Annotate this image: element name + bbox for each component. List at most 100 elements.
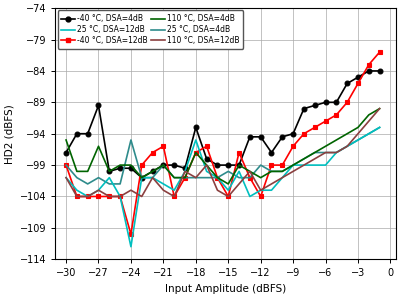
25 °C, DSA=12dB (139, 176, 144, 179)
110 °C, DSA=12dB (356, 132, 360, 136)
Line: -40 °C, DSA=4dB: -40 °C, DSA=4dB (64, 69, 382, 180)
-40 °C, DSA=12dB (139, 163, 144, 167)
-40 °C, DSA=12dB (85, 195, 90, 198)
-40 °C, DSA=4dB (64, 151, 68, 154)
25 °C, DSA=12dB (128, 245, 133, 249)
110 °C, DSA=4dB (280, 170, 285, 173)
25 °C, DSA=4dB (323, 151, 328, 154)
25 °C, DSA=12dB (161, 182, 166, 186)
110 °C, DSA=12dB (96, 188, 101, 192)
110 °C, DSA=12dB (258, 188, 263, 192)
-40 °C, DSA=12dB (366, 63, 371, 66)
-40 °C, DSA=4dB (312, 104, 317, 107)
-40 °C, DSA=12dB (182, 176, 187, 179)
25 °C, DSA=4dB (85, 182, 90, 186)
-40 °C, DSA=12dB (258, 195, 263, 198)
25 °C, DSA=4dB (172, 176, 176, 179)
X-axis label: Input Amplitude (dBFS): Input Amplitude (dBFS) (165, 284, 286, 294)
-40 °C, DSA=4dB (280, 135, 285, 139)
110 °C, DSA=4dB (85, 170, 90, 173)
110 °C, DSA=12dB (150, 176, 155, 179)
110 °C, DSA=4dB (96, 145, 101, 148)
-40 °C, DSA=4dB (291, 132, 296, 136)
25 °C, DSA=4dB (377, 126, 382, 129)
-40 °C, DSA=4dB (85, 132, 90, 136)
25 °C, DSA=4dB (302, 157, 306, 161)
110 °C, DSA=12dB (269, 182, 274, 186)
-40 °C, DSA=12dB (118, 195, 122, 198)
25 °C, DSA=4dB (118, 182, 122, 186)
110 °C, DSA=12dB (302, 163, 306, 167)
-40 °C, DSA=4dB (107, 170, 112, 173)
110 °C, DSA=4dB (182, 176, 187, 179)
-40 °C, DSA=12dB (96, 195, 101, 198)
-40 °C, DSA=4dB (215, 163, 220, 167)
25 °C, DSA=12dB (237, 170, 242, 173)
-40 °C, DSA=12dB (269, 163, 274, 167)
-40 °C, DSA=12dB (334, 113, 339, 117)
110 °C, DSA=4dB (345, 132, 350, 136)
25 °C, DSA=4dB (312, 151, 317, 154)
25 °C, DSA=4dB (269, 170, 274, 173)
-40 °C, DSA=12dB (312, 126, 317, 129)
25 °C, DSA=4dB (194, 176, 198, 179)
-40 °C, DSA=4dB (323, 100, 328, 104)
-40 °C, DSA=12dB (64, 163, 68, 167)
-40 °C, DSA=4dB (118, 167, 122, 170)
110 °C, DSA=12dB (248, 170, 252, 173)
110 °C, DSA=4dB (74, 170, 79, 173)
-40 °C, DSA=4dB (74, 132, 79, 136)
25 °C, DSA=12dB (172, 188, 176, 192)
110 °C, DSA=4dB (204, 163, 209, 167)
110 °C, DSA=12dB (172, 195, 176, 198)
110 °C, DSA=4dB (226, 182, 231, 186)
110 °C, DSA=12dB (118, 195, 122, 198)
25 °C, DSA=4dB (366, 132, 371, 136)
110 °C, DSA=12dB (194, 176, 198, 179)
25 °C, DSA=12dB (334, 151, 339, 154)
-40 °C, DSA=12dB (323, 119, 328, 123)
25 °C, DSA=12dB (366, 132, 371, 136)
-40 °C, DSA=4dB (302, 107, 306, 110)
-40 °C, DSA=12dB (150, 151, 155, 154)
25 °C, DSA=12dB (258, 188, 263, 192)
25 °C, DSA=4dB (356, 138, 360, 142)
25 °C, DSA=12dB (226, 188, 231, 192)
25 °C, DSA=4dB (345, 145, 350, 148)
25 °C, DSA=4dB (291, 163, 296, 167)
110 °C, DSA=4dB (291, 163, 296, 167)
110 °C, DSA=12dB (323, 151, 328, 154)
-40 °C, DSA=12dB (74, 195, 79, 198)
-40 °C, DSA=4dB (204, 157, 209, 161)
Line: 25 °C, DSA=4dB: 25 °C, DSA=4dB (66, 128, 380, 184)
110 °C, DSA=12dB (139, 195, 144, 198)
25 °C, DSA=12dB (118, 195, 122, 198)
110 °C, DSA=12dB (345, 145, 350, 148)
25 °C, DSA=4dB (107, 182, 112, 186)
25 °C, DSA=12dB (356, 138, 360, 142)
25 °C, DSA=12dB (150, 176, 155, 179)
110 °C, DSA=12dB (74, 195, 79, 198)
25 °C, DSA=4dB (215, 176, 220, 179)
110 °C, DSA=4dB (237, 163, 242, 167)
25 °C, DSA=4dB (280, 170, 285, 173)
-40 °C, DSA=4dB (248, 135, 252, 139)
110 °C, DSA=4dB (128, 163, 133, 167)
110 °C, DSA=12dB (334, 151, 339, 154)
Line: 110 °C, DSA=4dB: 110 °C, DSA=4dB (66, 108, 380, 184)
-40 °C, DSA=12dB (172, 195, 176, 198)
-40 °C, DSA=12dB (128, 232, 133, 236)
110 °C, DSA=4dB (248, 170, 252, 173)
-40 °C, DSA=12dB (161, 145, 166, 148)
110 °C, DSA=4dB (161, 163, 166, 167)
-40 °C, DSA=12dB (226, 195, 231, 198)
110 °C, DSA=12dB (85, 195, 90, 198)
Line: -40 °C, DSA=12dB: -40 °C, DSA=12dB (64, 50, 382, 237)
110 °C, DSA=12dB (107, 195, 112, 198)
-40 °C, DSA=12dB (377, 50, 382, 54)
-40 °C, DSA=12dB (302, 132, 306, 136)
-40 °C, DSA=4dB (226, 163, 231, 167)
-40 °C, DSA=4dB (161, 163, 166, 167)
Y-axis label: HD2 (dBFS): HD2 (dBFS) (4, 104, 14, 164)
-40 °C, DSA=12dB (194, 151, 198, 154)
